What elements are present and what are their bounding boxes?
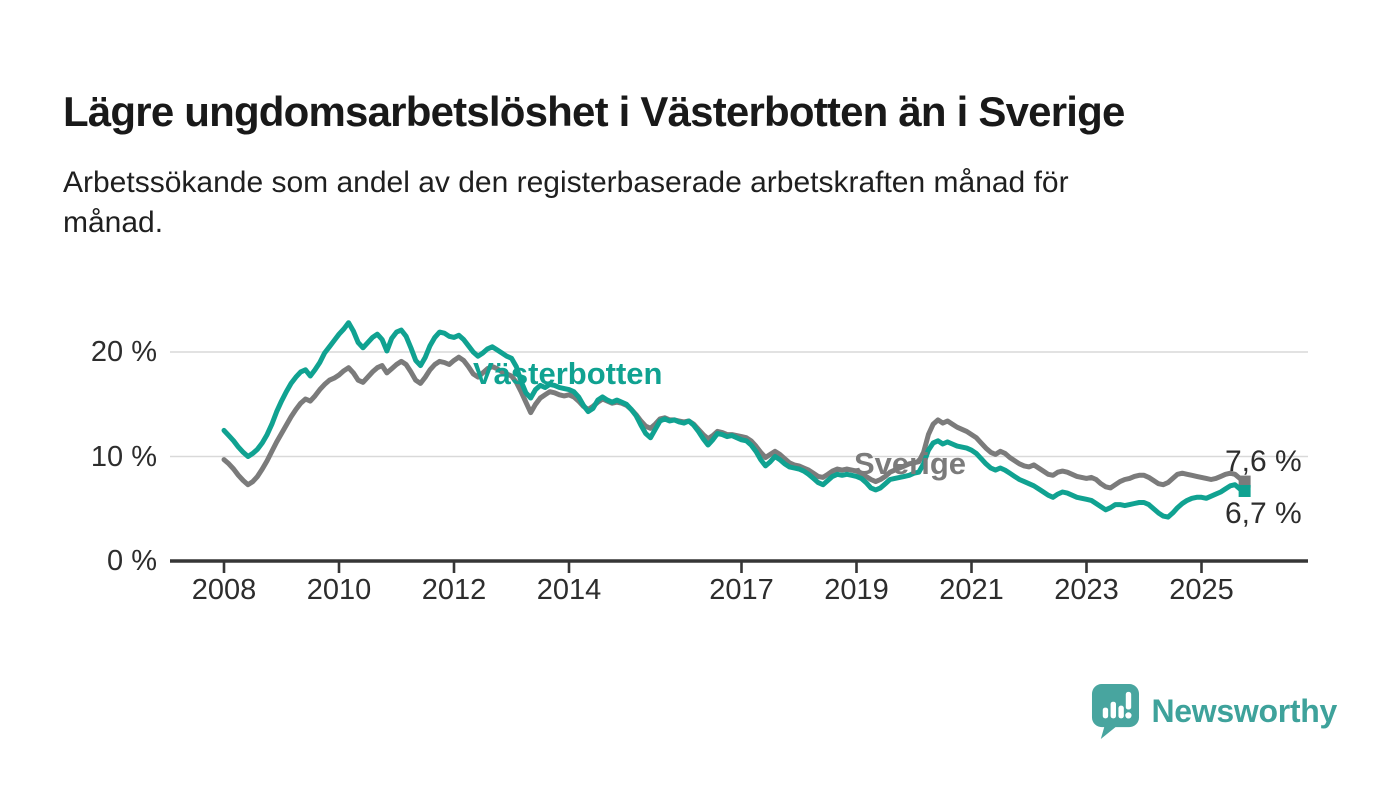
series-end-marker-vasterbotten [1238,484,1251,497]
newsworthy-logo-icon [1091,684,1139,739]
page-title: Lägre ungdomsarbetslöshet i Västerbotten… [63,88,1125,136]
chart-subtitle-line2: månad. [63,206,164,239]
chart-subtitle-line1: Arbetssökande som andel av den registerb… [63,166,1069,199]
newsworthy-logo-text: Newsworthy [1151,693,1338,729]
series-line-vasterbotten [221,320,1248,520]
newsworthy-logo: Newsworthy [1091,683,1338,740]
series-line-sverige [221,354,1248,491]
series-end-marker-sverige [1238,475,1251,488]
chart-subtitle: Arbetssökande som andel av den registerb… [63,163,1069,243]
